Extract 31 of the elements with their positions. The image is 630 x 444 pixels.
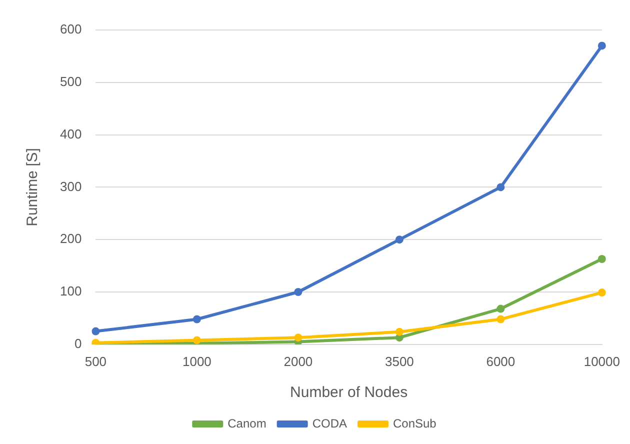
y-axis-title: Runtime [S] [24, 148, 42, 226]
point [192, 336, 201, 344]
y-tick-label: 300 [60, 178, 82, 194]
y-tick-label: 600 [60, 22, 82, 37]
x-tick-label: 3500 [384, 354, 414, 369]
point [496, 315, 505, 324]
point [192, 315, 201, 324]
legend-label: ConSub [392, 416, 437, 430]
y-tick-label: 0 [74, 336, 82, 351]
point [395, 328, 404, 336]
y-tick-label: 400 [60, 126, 82, 142]
x-tick-label: 1000 [182, 354, 212, 369]
x-tick-label: 6000 [486, 354, 516, 369]
point [598, 42, 606, 50]
point [294, 288, 302, 296]
point [395, 236, 404, 244]
point [598, 254, 606, 263]
point [92, 327, 100, 336]
legend-label: CODA [312, 416, 347, 430]
y-tick-label: 500 [60, 74, 82, 89]
point [496, 304, 505, 313]
y-tick-label: 200 [60, 231, 82, 246]
x-tick-label: 10000 [584, 354, 620, 369]
point [496, 183, 505, 192]
x-tick-label: 2000 [284, 354, 313, 369]
x-tick-label: 500 [84, 354, 107, 369]
y-tick-label: 100 [60, 284, 82, 299]
point [598, 288, 606, 297]
point [294, 334, 302, 342]
legend-label: Canom [228, 416, 266, 430]
x-axis-title: Number of Nodes [290, 384, 408, 402]
